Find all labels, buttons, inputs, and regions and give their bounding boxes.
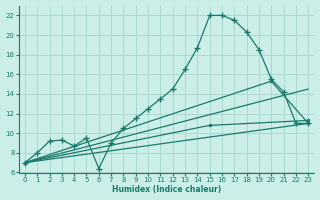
X-axis label: Humidex (Indice chaleur): Humidex (Indice chaleur): [112, 185, 221, 194]
